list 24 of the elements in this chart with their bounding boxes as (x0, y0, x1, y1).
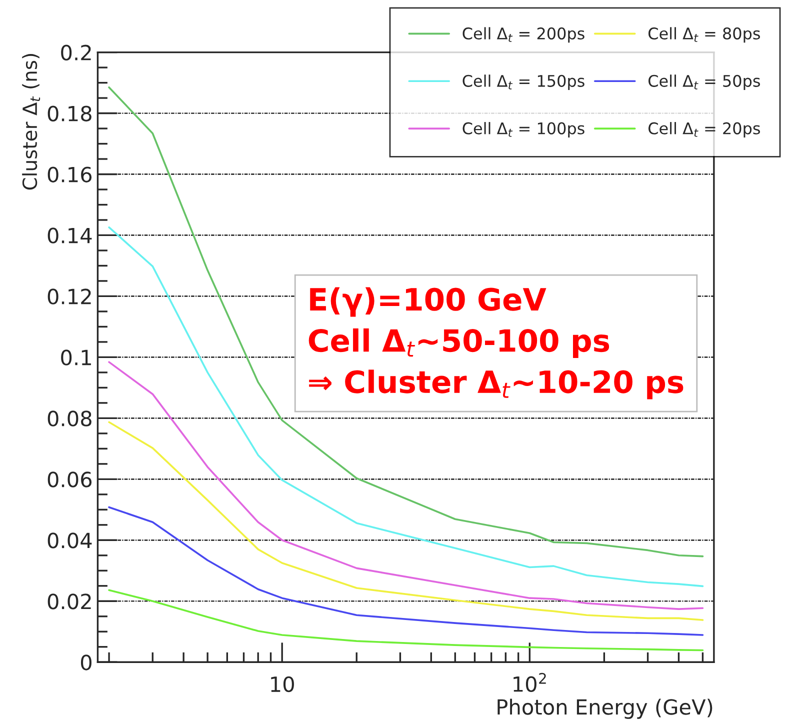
y-tick-label: 0.02 (48, 594, 91, 610)
y-tick-label: 0.2 (61, 44, 91, 60)
y-tick-label: 0.12 (48, 288, 91, 304)
x-axis-title: Photon Energy (GeV) (498, 698, 712, 719)
y-tick-label: 0.18 (48, 106, 92, 122)
legend-label: Cell Δ$_{t}$ = 150ps (462, 74, 584, 90)
y-axis-title: Cluster Δ$_{t}$ (ns) (22, 54, 40, 190)
y-tick-label: 0.04 (48, 532, 92, 548)
y-tick-label: 0.08 (48, 410, 92, 426)
legend-label: Cell Δ$_{t}$ = 200ps (462, 27, 584, 43)
y-tick-label: 0 (80, 654, 92, 670)
legend-label: Cell Δ$_{t}$ = 80ps (648, 27, 760, 43)
annotation: Cell Δ$_{t}$~50-100 ps (308, 328, 610, 358)
y-tick-label: 0.14 (48, 228, 92, 244)
legend-label: Cell Δ$_{t}$ = 20ps (648, 122, 760, 138)
y-tick-label: 0.06 (48, 472, 92, 488)
y-tick-label: 0.1 (61, 350, 91, 366)
x-tick-label: 10$^{2}$ (514, 672, 546, 692)
legend-label: Cell Δ$_{t}$ = 100ps (462, 122, 584, 138)
annotation: ⇒ Cluster Δ$_{t}$~10-20 ps (309, 370, 684, 400)
x-tick-label: 10 (271, 676, 294, 692)
y-tick-label: 0.16 (48, 166, 92, 182)
legend-label: Cell Δ$_{t}$ = 50ps (648, 74, 760, 90)
annotation: E(γ)=100 GeV (310, 287, 546, 317)
